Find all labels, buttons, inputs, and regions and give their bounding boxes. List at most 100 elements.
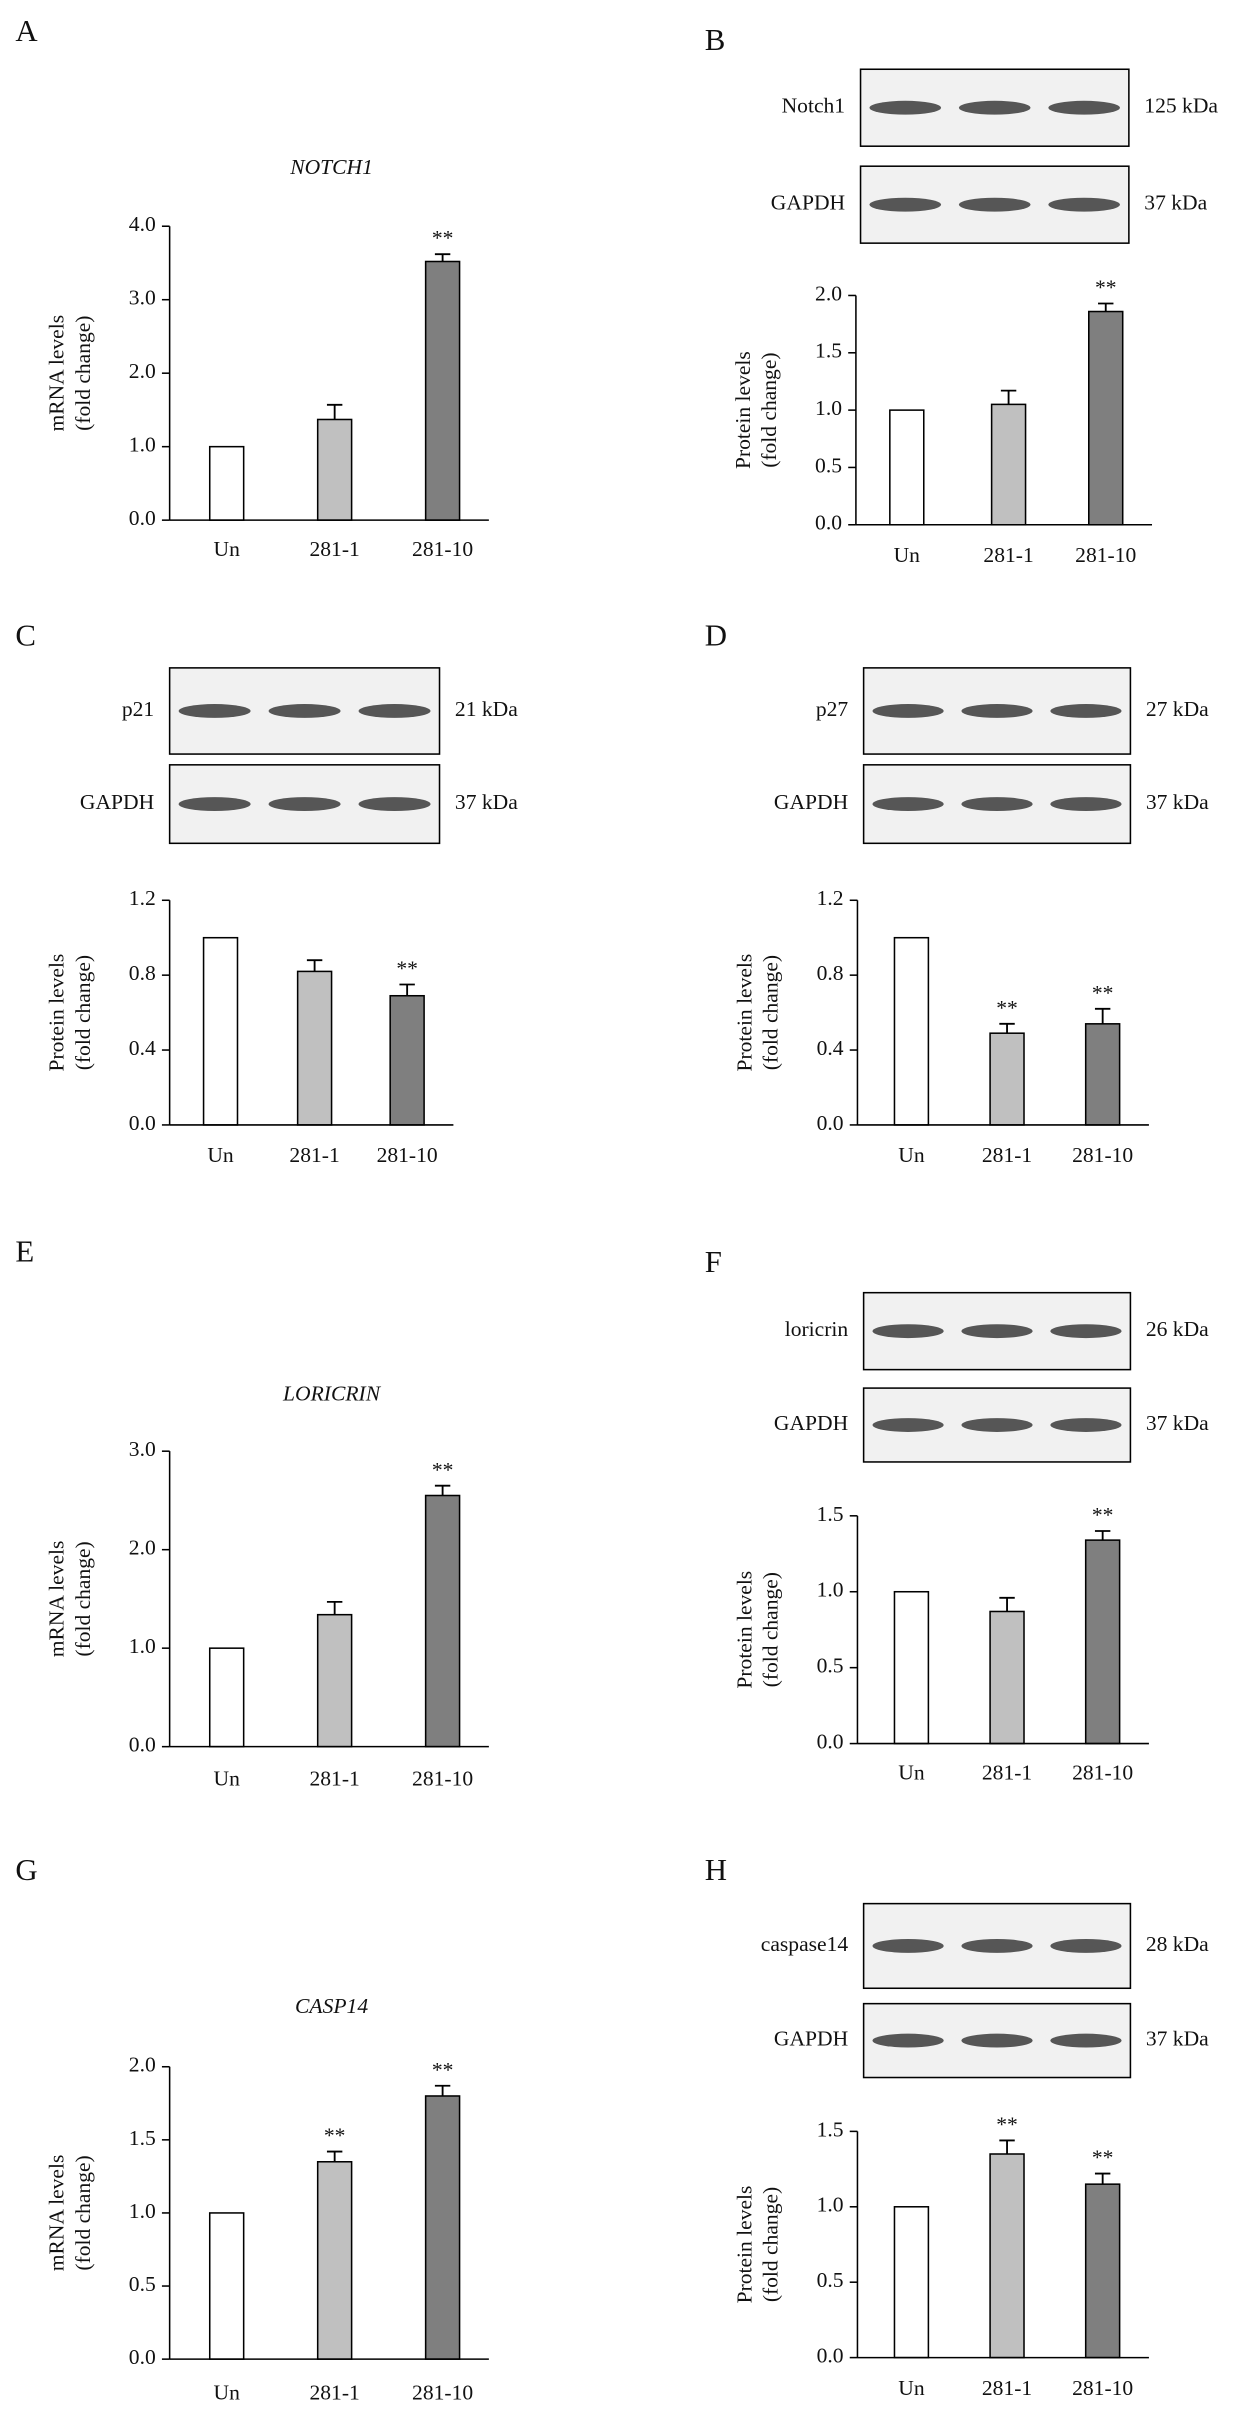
error-bar	[999, 1596, 1015, 1612]
x-tick-label: 281-10	[412, 537, 473, 561]
panel-letter: B	[705, 23, 726, 57]
panel-letter: C	[15, 619, 36, 653]
blot-label: GAPDH	[774, 790, 848, 814]
bar	[889, 409, 925, 526]
blot-size: 37 kDa	[1146, 2027, 1209, 2051]
blot-band	[872, 1418, 944, 1432]
blot-band	[869, 197, 942, 212]
bar	[202, 936, 239, 1126]
x-tick-label: 281-10	[1072, 2376, 1133, 2400]
panel-letter: E	[15, 1234, 34, 1268]
panel: E LORICRIN mRNA levels (fold change) Un 281-1…	[15, 1234, 489, 1790]
blot-band	[869, 100, 942, 115]
bar	[1084, 1539, 1121, 1745]
y-tick-label: 1.5	[817, 1502, 844, 1526]
blot-label: p21	[122, 697, 154, 721]
error-bar	[1094, 1530, 1111, 1541]
error-bar	[1098, 302, 1114, 312]
significance-mark: **	[432, 226, 454, 250]
bar	[316, 418, 353, 521]
y-tick-label: 0.0	[129, 506, 156, 530]
bar	[989, 1610, 1025, 1745]
x-tick-label: 281-1	[289, 1143, 339, 1167]
x-tick-label: 281-10	[412, 2381, 473, 2405]
blot-label: GAPDH	[80, 790, 154, 814]
x-tick-label: Un	[214, 1766, 241, 1790]
blot-band	[961, 1939, 1033, 1953]
bar	[424, 260, 461, 521]
y-tick-label: 2.0	[129, 359, 156, 383]
x-tick-label: 281-1	[982, 2376, 1032, 2400]
bar	[208, 445, 245, 521]
y-tick-label: 0.5	[817, 1654, 844, 1678]
y-tick-label: 4.0	[129, 212, 156, 236]
y-axis-label: Protein levels	[45, 954, 69, 1072]
bar	[1084, 1023, 1121, 1126]
y-tick-label: 2.0	[815, 281, 842, 305]
y-tick-label: 0.0	[817, 1730, 844, 1754]
panel-letter: H	[705, 1853, 727, 1887]
chart-title: CASP14	[295, 1994, 368, 2018]
x-tick-label: Un	[898, 1760, 925, 1784]
y-axis-label: (fold change)	[759, 2187, 783, 2302]
blot-band	[961, 704, 1033, 718]
y-axis-label: Protein levels	[732, 1571, 756, 1689]
panel: H Protein levels (fold change) caspase14 28 …	[705, 1853, 1209, 2400]
blot-size: 27 kDa	[1146, 697, 1209, 721]
panel-letter: A	[15, 14, 38, 48]
error-bar	[326, 2150, 343, 2162]
x-tick-label: 281-10	[412, 1766, 473, 1790]
y-tick-label: 2.0	[129, 1536, 156, 1560]
blot-size: 37 kDa	[1144, 191, 1207, 215]
significance-mark: **	[1092, 1503, 1114, 1527]
bar	[1084, 2183, 1121, 2359]
error-bar	[999, 1022, 1015, 1034]
x-tick-label: Un	[207, 1143, 234, 1167]
y-axis-label: (fold change)	[759, 955, 783, 1070]
blot-band	[1050, 1418, 1122, 1432]
x-tick-label: 281-1	[309, 537, 359, 561]
bar	[424, 2095, 461, 2360]
blot-size: 37 kDa	[1146, 790, 1209, 814]
y-tick-label: 0.8	[129, 961, 156, 985]
blot-size: 21 kDa	[455, 697, 518, 721]
y-axis-label: Protein levels	[731, 351, 755, 469]
blot-band	[961, 797, 1033, 812]
blot-band	[178, 797, 251, 812]
bar	[989, 1032, 1025, 1126]
y-tick-label: 1.5	[817, 2117, 844, 2141]
y-tick-label: 3.0	[129, 286, 156, 310]
y-tick-label: 0.5	[129, 2272, 156, 2296]
chart-title: LORICRIN	[282, 1382, 382, 1406]
panel-letter: F	[705, 1245, 722, 1279]
error-bar	[399, 983, 415, 996]
blot-band	[872, 797, 944, 812]
y-tick-label: 0.0	[129, 1111, 156, 1135]
blot-band	[1050, 797, 1122, 812]
x-tick-label: 281-10	[1075, 543, 1136, 567]
blot-size: 26 kDa	[1146, 1317, 1209, 1341]
panel-letter: D	[705, 619, 727, 653]
error-bar	[326, 1600, 343, 1615]
blot-band	[178, 704, 251, 718]
blot-label: GAPDH	[771, 191, 845, 215]
blot-band	[268, 704, 341, 718]
blot-band	[961, 1418, 1033, 1432]
error-bar	[434, 2084, 451, 2096]
bar	[316, 1613, 353, 1748]
x-tick-label: 281-10	[1072, 1760, 1133, 1784]
error-bar	[1094, 1007, 1111, 1024]
y-tick-label: 0.0	[129, 2345, 156, 2369]
bar	[1088, 310, 1124, 526]
blot-band	[1050, 1324, 1122, 1339]
y-tick-label: 0.8	[817, 961, 844, 985]
significance-mark: **	[1092, 981, 1114, 1005]
blot-size: 28 kDa	[1146, 1932, 1209, 1956]
y-tick-label: 3.0	[129, 1437, 156, 1461]
x-tick-label: 281-1	[309, 2381, 359, 2405]
blot-label: Notch1	[782, 94, 846, 118]
y-tick-label: 1.2	[129, 886, 156, 910]
bar	[316, 2161, 353, 2360]
blot-band	[1050, 2033, 1122, 2048]
bar	[208, 2212, 245, 2360]
